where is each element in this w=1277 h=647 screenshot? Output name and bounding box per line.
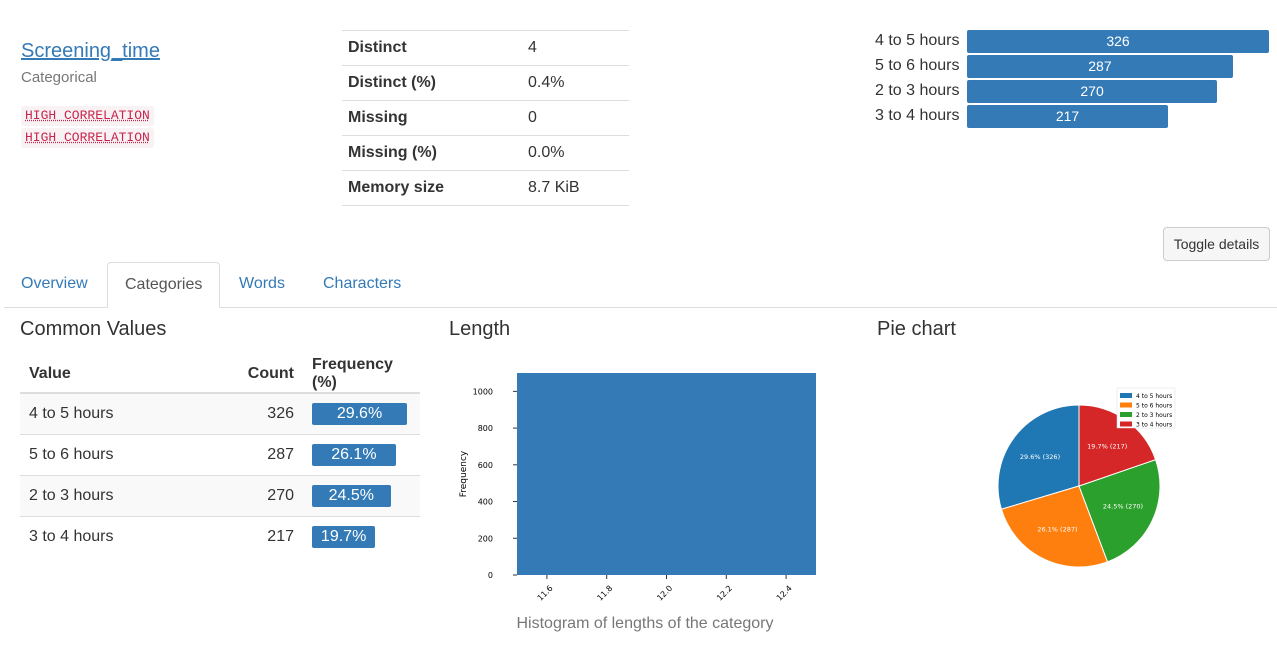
stat-label: Memory size xyxy=(342,170,522,206)
value-cell: 4 to 5 hours xyxy=(20,392,230,434)
frequency-bar: 19.7% xyxy=(312,525,376,548)
column-header-frequency: Frequency (%) xyxy=(303,355,420,394)
x-tick-label: 11.6 xyxy=(536,584,555,603)
y-tick-label: 400 xyxy=(478,498,493,507)
high-correlation-badge[interactable]: HIGH CORRELATION xyxy=(21,106,154,126)
frequency-bar: 26.1% xyxy=(312,443,396,466)
stats-row: Missing (%) 0.0% xyxy=(342,135,629,171)
histogram-caption: Histogram of lengths of the category xyxy=(516,615,774,632)
common-values-table: Value Count Frequency (%) 4 to 5 hours 32… xyxy=(20,355,420,557)
count-cell: 217 xyxy=(230,515,303,557)
tab-divider xyxy=(4,307,1277,308)
legend-label: 4 to 5 hours xyxy=(1136,393,1172,400)
y-tick-label: 0 xyxy=(488,571,493,580)
stats-row: Memory size 8.7 KiB xyxy=(342,170,629,206)
legend-swatch xyxy=(1120,402,1132,408)
mini-bar-label: 2 to 3 hours xyxy=(875,82,960,99)
count-cell: 287 xyxy=(230,433,303,475)
pie-legend xyxy=(1116,387,1176,429)
pie-slice xyxy=(1078,459,1161,563)
stats-row: Distinct (%) 0.4% xyxy=(342,65,629,101)
y-axis-label: Frequency xyxy=(459,450,469,497)
length-title: Length xyxy=(449,318,511,340)
y-tick-label: 200 xyxy=(478,534,493,543)
frequency-bar: 24.5% xyxy=(312,484,391,507)
legend-swatch xyxy=(1120,421,1132,427)
tab-categories[interactable]: Categories xyxy=(107,262,221,308)
legend-swatch xyxy=(1120,393,1132,398)
mini-bar-label: 4 to 5 hours xyxy=(875,32,960,49)
x-tick-label: 12.2 xyxy=(715,584,734,603)
column-header-value: Value xyxy=(20,355,230,394)
table-row: 3 to 4 hours 217 19.7% xyxy=(20,515,420,557)
variable-name-link[interactable]: Screening_time xyxy=(21,40,160,62)
frequency-cell: 24.5% xyxy=(303,474,420,516)
pie-slice-label: 29.6% (326) xyxy=(1020,453,1060,461)
mini-bar: 326 xyxy=(967,30,1269,53)
tab-overview[interactable]: Overview xyxy=(21,275,88,292)
value-cell: 3 to 4 hours xyxy=(20,515,230,557)
high-correlation-badge[interactable]: HIGH CORRELATION xyxy=(21,128,154,148)
mini-bar: 287 xyxy=(967,55,1233,78)
table-row: 2 to 3 hours 270 24.5% xyxy=(20,474,420,516)
frequency-cell: 26.1% xyxy=(303,433,420,475)
toggle-details-button[interactable]: Toggle details xyxy=(1163,227,1270,261)
value-cell: 2 to 3 hours xyxy=(20,474,230,516)
pie-slice-label: 19.7% (217) xyxy=(1087,442,1127,450)
mini-bar: 217 xyxy=(967,105,1169,128)
stat-value: 0.4% xyxy=(522,65,629,101)
stats-row: Missing 0 xyxy=(342,100,629,136)
stat-value: 0.0% xyxy=(522,135,629,171)
mini-bar: 270 xyxy=(967,80,1218,103)
stat-label: Distinct (%) xyxy=(342,65,522,101)
y-tick-label: 1000 xyxy=(473,387,493,396)
pie-slice-label: 26.1% (287) xyxy=(1037,526,1077,534)
x-tick-label: 12.4 xyxy=(775,584,794,603)
x-tick-label: 12.0 xyxy=(655,584,674,603)
common-values-title: Common Values xyxy=(20,318,167,340)
mini-bar-label: 5 to 6 hours xyxy=(875,57,960,74)
stat-value: 0 xyxy=(522,100,629,136)
frequency-cell: 29.6% xyxy=(303,392,420,434)
stat-value: 8.7 KiB xyxy=(522,170,629,206)
stat-label: Missing (%) xyxy=(342,135,522,171)
legend-label: 2 to 3 hours xyxy=(1136,412,1172,419)
tab-words[interactable]: Words xyxy=(239,275,285,292)
tab-characters[interactable]: Characters xyxy=(323,275,402,292)
frequency-bar: 29.6% xyxy=(312,402,407,425)
table-row: 5 to 6 hours 287 26.1% xyxy=(20,433,420,475)
value-cell: 5 to 6 hours xyxy=(20,433,230,475)
variable-type: Categorical xyxy=(21,69,97,86)
pie-slice xyxy=(997,404,1080,510)
legend-label: 3 to 4 hours xyxy=(1136,422,1172,429)
pie-chart-title: Pie chart xyxy=(877,318,956,340)
y-tick-label: 800 xyxy=(478,424,493,433)
pie-slice xyxy=(1000,485,1109,568)
legend-swatch xyxy=(1120,412,1132,417)
pie-chart: 29.6% (326) 26.1% (287) 24.5% (270) 19.7% (… xyxy=(997,387,1176,568)
histogram-bar xyxy=(517,373,816,575)
y-tick-label: 600 xyxy=(478,461,493,470)
table-row: 4 to 5 hours 326 29.6% xyxy=(20,392,420,434)
length-histogram: 0 200 400 600 800 1000 11.6 11.8 12.0 12.2 12.4 Fre… xyxy=(459,373,816,603)
x-tick-label: 11.8 xyxy=(595,584,614,603)
frequency-cell: 19.7% xyxy=(303,515,420,557)
count-cell: 326 xyxy=(230,392,303,434)
count-cell: 270 xyxy=(230,474,303,516)
stat-label: Distinct xyxy=(342,30,522,66)
mini-bar-label: 3 to 4 hours xyxy=(875,107,960,124)
stats-table: Distinct 4 Distinct (%) 0.4% Missing 0 Miss… xyxy=(342,30,629,206)
stat-label: Missing xyxy=(342,100,522,136)
pie-slice-label: 24.5% (270) xyxy=(1103,503,1143,511)
column-header-count: Count xyxy=(230,355,303,394)
stats-row: Distinct 4 xyxy=(342,30,629,66)
stat-value: 4 xyxy=(522,30,629,66)
legend-label: 5 to 6 hours xyxy=(1136,403,1172,410)
